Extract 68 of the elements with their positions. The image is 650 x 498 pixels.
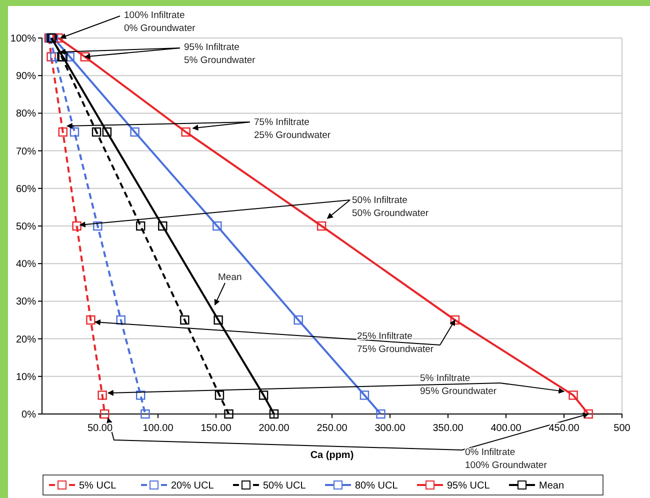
point xyxy=(102,127,112,137)
point xyxy=(258,390,268,400)
y-tick-label: 100% xyxy=(10,34,36,44)
point xyxy=(568,390,578,400)
point xyxy=(214,390,224,400)
x-tick-label: 300.00 xyxy=(374,423,406,434)
point xyxy=(181,127,190,137)
y-tick-label: 30% xyxy=(16,296,36,308)
point xyxy=(158,221,168,231)
point xyxy=(100,409,110,419)
point xyxy=(140,409,150,419)
point xyxy=(98,390,107,400)
y-tick-label: 70% xyxy=(16,146,36,158)
y-tick-label: 80% xyxy=(16,108,36,120)
point xyxy=(136,221,146,231)
legend-label: 20% UCL xyxy=(171,480,214,492)
point xyxy=(294,315,303,325)
point xyxy=(269,409,279,419)
y-tick-label: 10% xyxy=(16,372,36,383)
point xyxy=(70,127,80,137)
legend-label: 95% UCL xyxy=(447,480,490,492)
point xyxy=(214,315,223,325)
annotation: 0% Infiltrate 100% Groundwater xyxy=(465,447,547,471)
legend-label: 80% UCL xyxy=(355,480,398,492)
y-tick-label: 50% xyxy=(16,222,36,232)
annotation: Mean xyxy=(218,272,242,283)
point xyxy=(376,409,386,419)
x-tick-label: 500 xyxy=(614,423,631,434)
y-tick-label: 60% xyxy=(16,184,36,195)
x-tick-label: 150.00 xyxy=(200,423,232,434)
x-axis-title: Ca (ppm) xyxy=(310,450,354,461)
y-tick-label: 90% xyxy=(16,71,36,82)
legend-label: 5% UCL xyxy=(79,480,117,492)
legend-label: 50% UCL xyxy=(263,480,306,492)
point xyxy=(180,315,190,325)
point xyxy=(72,221,82,231)
point xyxy=(92,127,102,137)
point xyxy=(116,315,126,325)
legend-label: Mean xyxy=(539,480,564,492)
annotation: 25% Infiltrate 75% Groundwater xyxy=(357,331,434,355)
annotation: 50% Infiltrate 50% Groundwater xyxy=(352,195,429,219)
point xyxy=(58,127,68,137)
x-tick-label: 200.00 xyxy=(258,423,290,434)
x-tick-label: 100.00 xyxy=(142,423,174,434)
x-tick-label: 400.00 xyxy=(490,423,522,434)
annotation: 75% Infiltrate 25% Groundwater xyxy=(254,117,331,141)
point xyxy=(130,127,140,137)
point xyxy=(360,390,370,400)
point xyxy=(316,221,326,231)
x-tick-label: 350.00 xyxy=(432,423,464,434)
point xyxy=(65,52,74,62)
point xyxy=(80,52,90,62)
x-tick-label: 250.00 xyxy=(316,423,348,434)
point xyxy=(86,315,96,325)
y-tick-label: 0% xyxy=(22,410,36,420)
point xyxy=(93,221,102,231)
y-tick-label: 20% xyxy=(16,334,36,346)
annotation: 5% Infiltrate 95% Groundwater xyxy=(420,373,497,397)
point xyxy=(450,315,460,325)
point xyxy=(584,409,593,419)
point xyxy=(212,221,222,231)
point xyxy=(136,390,146,400)
point xyxy=(224,409,234,419)
point xyxy=(54,33,63,43)
annotation: 100% Infiltrate 0% Groundwater xyxy=(124,10,196,34)
y-tick-label: 40% xyxy=(16,259,36,270)
x-tick-label: 450.00 xyxy=(548,423,580,434)
annotation: 95% Infiltrate 5% Groundwater xyxy=(184,42,256,66)
